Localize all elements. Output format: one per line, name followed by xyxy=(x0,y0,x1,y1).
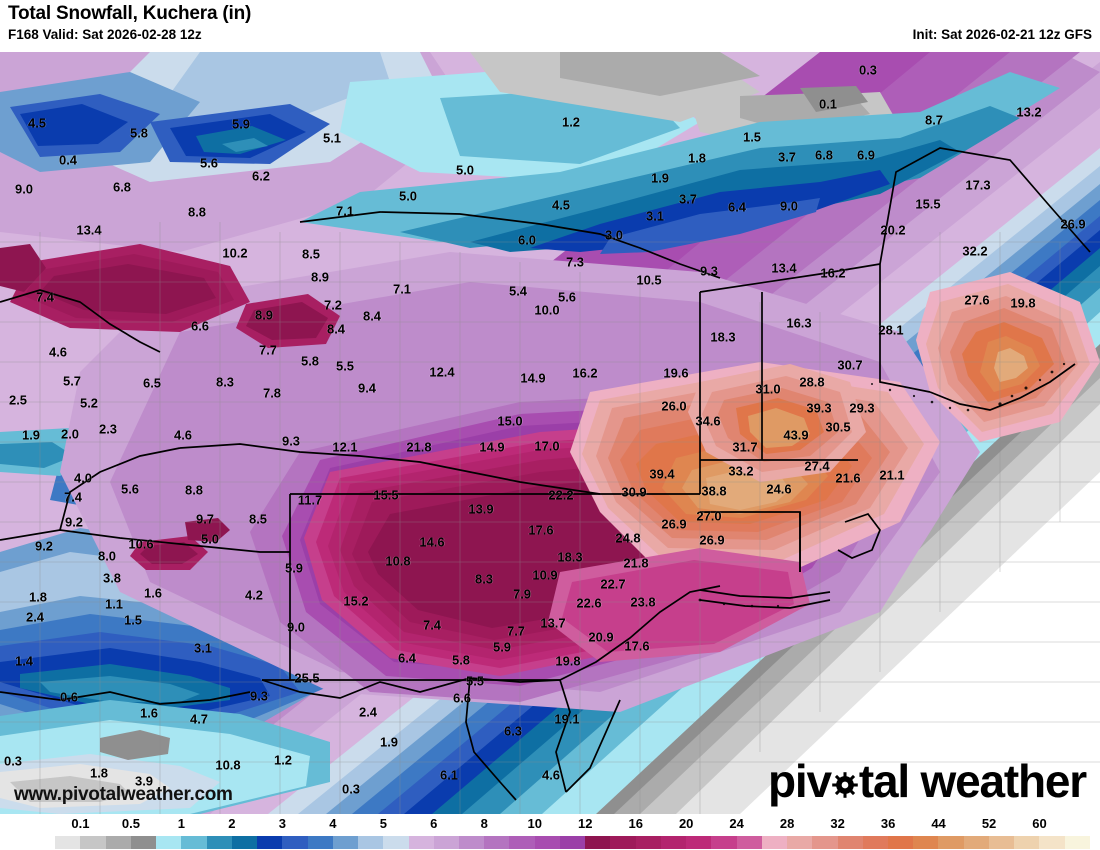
colorbar-tick: 6 xyxy=(430,816,438,831)
map-canvas xyxy=(0,52,1100,814)
colorbar-swatch xyxy=(206,836,232,849)
colorbar-tick: 12 xyxy=(578,816,593,831)
page-title: Total Snowfall, Kuchera (in) xyxy=(8,3,252,24)
colorbar-swatch xyxy=(585,836,611,849)
colorbar-swatch xyxy=(736,836,762,849)
colorbar-tick: 10 xyxy=(527,816,542,831)
colorbar-swatch xyxy=(156,836,182,849)
colorbar-tick: 5 xyxy=(379,816,387,831)
colorbar[interactable]: 0.1 0.5 1 2 3 4 5 6 8 10 12 16 20 24 28 32 36 44 52 60 xyxy=(0,814,1100,850)
colorbar-tick: 16 xyxy=(628,816,643,831)
init-time-label: Init: Sat 2026-02-21 12z GFS xyxy=(912,27,1092,42)
colorbar-swatch xyxy=(509,836,535,849)
logo-text-pre: piv xyxy=(768,755,832,807)
colorbar-swatch xyxy=(963,836,989,849)
gear-icon xyxy=(832,772,858,798)
colorbar-tick: 36 xyxy=(880,816,896,831)
colorbar-swatch xyxy=(610,836,636,849)
colorbar-tick: 24 xyxy=(729,816,744,831)
colorbar-tick: 44 xyxy=(931,816,946,831)
colorbar-swatch xyxy=(433,836,459,849)
colorbar-swatch xyxy=(484,836,510,849)
colorbar-tick: 32 xyxy=(830,816,845,831)
colorbar-tick: 2 xyxy=(228,816,236,831)
colorbar-swatch xyxy=(358,836,384,849)
colorbar-swatch xyxy=(938,836,964,849)
colorbar-swatch xyxy=(635,836,661,849)
colorbar-tick: 60 xyxy=(1032,816,1047,831)
colorbar-swatch xyxy=(862,836,888,849)
colorbar-swatch xyxy=(559,836,586,849)
colorbar-tick-labels: 0.1 0.5 1 2 3 4 5 6 8 10 12 16 20 24 28 32 36 44 52 60 xyxy=(0,814,1100,834)
colorbar-tick: 4 xyxy=(329,816,337,831)
colorbar-swatch xyxy=(660,836,687,849)
map-header: Total Snowfall, Kuchera (in) F168 Valid:… xyxy=(0,0,1100,52)
colorbar-swatch xyxy=(55,836,81,849)
colorbar-tick: 20 xyxy=(678,816,694,831)
colorbar-swatch xyxy=(988,836,1015,849)
colorbar-swatch xyxy=(1064,836,1090,849)
colorbar-swatch xyxy=(30,836,56,849)
colorbar-tick: 28 xyxy=(779,816,795,831)
colorbar-swatches xyxy=(30,836,1090,849)
colorbar-swatch xyxy=(181,836,207,849)
colorbar-tick: 0.5 xyxy=(121,816,140,831)
colorbar-swatch xyxy=(887,836,914,849)
colorbar-tick: 1 xyxy=(177,816,186,831)
colorbar-swatch xyxy=(458,836,485,849)
colorbar-swatch xyxy=(1014,836,1040,849)
colorbar-swatch xyxy=(332,836,359,849)
colorbar-swatch xyxy=(787,836,813,849)
colorbar-swatch xyxy=(383,836,409,849)
colorbar-swatch xyxy=(534,836,560,849)
colorbar-swatch xyxy=(105,836,131,849)
colorbar-tick: 8 xyxy=(480,816,488,831)
colorbar-swatch xyxy=(711,836,737,849)
colorbar-tick: 3 xyxy=(278,816,286,831)
colorbar-swatch xyxy=(130,836,157,849)
colorbar-swatch xyxy=(1039,836,1065,849)
colorbar-swatch xyxy=(761,836,788,849)
colorbar-swatch xyxy=(231,836,258,849)
snowfall-map[interactable]: 4.5 5.8 5.9 5.1 1.2 0.3 0.1 8.7 13.2 0.4 5.6 6.2 5.0… xyxy=(0,52,1100,814)
colorbar-swatch xyxy=(913,836,939,849)
logo-text-post: tal weather xyxy=(858,755,1087,807)
colorbar-tick: 0.1 xyxy=(71,816,90,831)
colorbar-swatch xyxy=(307,836,333,849)
site-url-watermark: www.pivotalweather.com xyxy=(14,784,233,805)
colorbar-swatch xyxy=(686,836,712,849)
colorbar-tick: 52 xyxy=(981,816,997,831)
colorbar-swatch xyxy=(80,836,106,849)
colorbar-swatch xyxy=(408,836,434,849)
colorbar-swatch xyxy=(257,836,283,849)
valid-time-label: F168 Valid: Sat 2026-02-28 12z xyxy=(8,27,202,42)
colorbar-swatch xyxy=(837,836,863,849)
colorbar-swatch xyxy=(282,836,308,849)
colorbar-swatch xyxy=(812,836,838,849)
pivotal-weather-logo: piv xyxy=(768,755,1087,807)
